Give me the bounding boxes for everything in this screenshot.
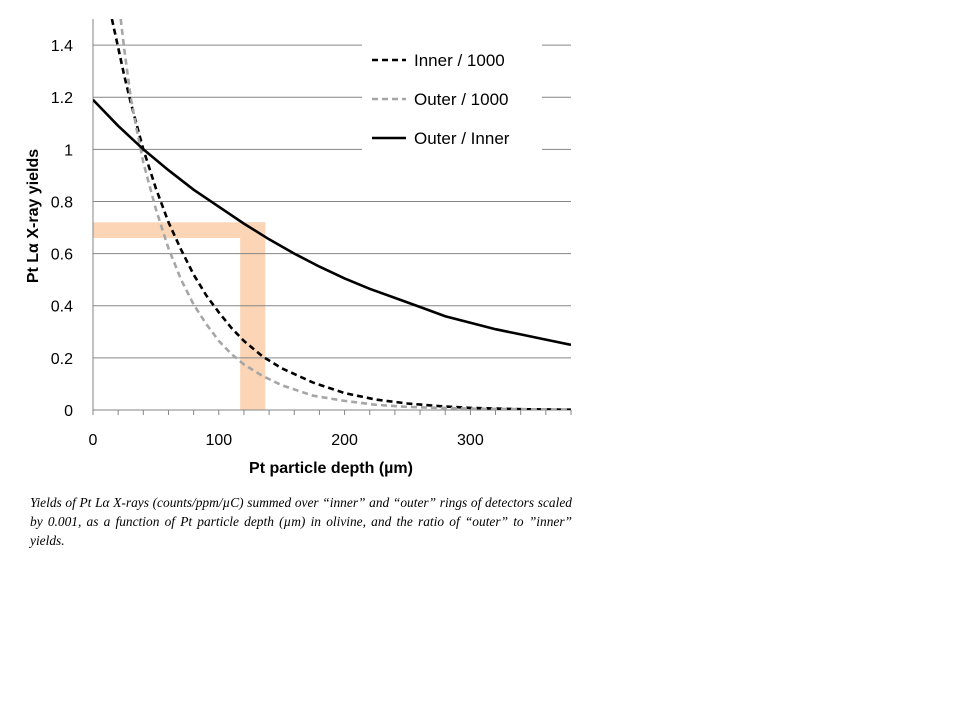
- figure-caption: Yields of Pt Lα X-rays (counts/ppm/µC) s…: [30, 495, 572, 548]
- y-tick-label: 1.4: [51, 38, 73, 55]
- y-tick-label: 1.2: [51, 90, 73, 107]
- legend-label: Inner / 1000: [414, 51, 505, 70]
- highlight-band-vertical: [240, 222, 266, 410]
- legend-label: Outer / 1000: [414, 90, 509, 109]
- series-layer: [93, 19, 571, 410]
- gridlines: [93, 44, 571, 359]
- x-axis-title: Pt particle depth (µm): [249, 460, 413, 477]
- legend: Inner / 1000 Outer / 1000 Outer / Inner: [362, 40, 542, 158]
- x-tick-label: 200: [331, 432, 358, 449]
- y-tick-label: 0.6: [51, 247, 73, 264]
- legend-label: Outer / Inner: [414, 129, 510, 148]
- y-tick-label: 0: [64, 403, 73, 420]
- x-tick-label: 100: [205, 432, 232, 449]
- series-line-outer-1000: [119, 19, 571, 410]
- highlight-layer: [93, 222, 266, 410]
- y-tick-label: 0.8: [51, 194, 73, 211]
- x-tick-label: 0: [89, 432, 98, 449]
- y-tick-label: 1: [64, 142, 73, 159]
- y-tick-label: 0.2: [51, 351, 73, 368]
- highlight-band-horizontal: [93, 222, 266, 238]
- x-tick-label: 300: [457, 432, 484, 449]
- series-line-outer-inner: [93, 98, 571, 347]
- y-axis-title: Pt Lα X-ray yields: [25, 149, 42, 283]
- tick-labels: 0 0.2 0.4 0.6 0.8 1 1.2 1.4 0 100 200 300: [51, 38, 484, 449]
- y-tick-label: 0.4: [51, 299, 73, 316]
